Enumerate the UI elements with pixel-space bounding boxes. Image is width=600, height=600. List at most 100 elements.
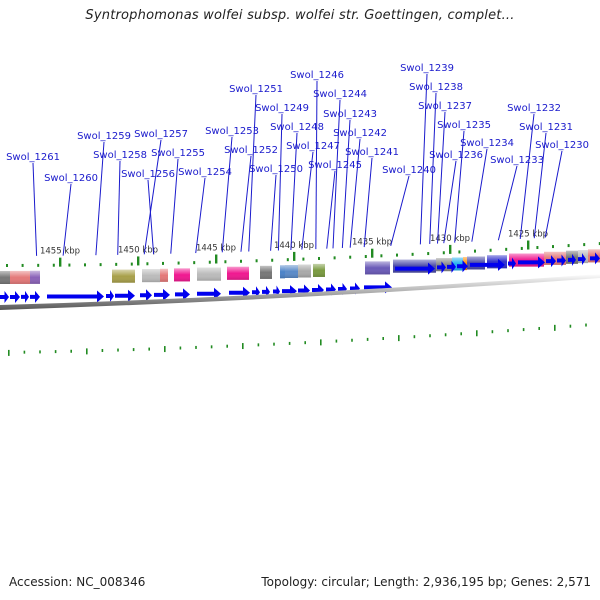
gene-leader-line — [429, 92, 437, 244]
gene-label[interactable]: Swol_1232 — [507, 103, 561, 114]
gene-leader-line — [519, 113, 535, 240]
gene-label[interactable]: Swol_1252 — [224, 145, 278, 156]
cog-block-shine — [30, 270, 40, 284]
gene-leader-line — [117, 160, 121, 255]
gene-label[interactable]: Swol_1248 — [270, 122, 324, 133]
gene-leader-line — [195, 177, 206, 254]
gene-label[interactable]: Swol_1246 — [290, 70, 344, 81]
inner-tick — [195, 345, 197, 349]
gene-label[interactable]: Swol_1235 — [437, 120, 491, 131]
gene-label[interactable]: Swol_1254 — [178, 167, 232, 178]
outer-tick — [318, 256, 320, 260]
gene-label[interactable]: Swol_1259 — [77, 131, 131, 142]
kbp-scale: 1455 kbp 1450 kbp 1445 kbp 1440 kbp 1435 kbp… — [40, 230, 548, 267]
gene-leader-line — [332, 99, 341, 249]
genome-backbone — [0, 274, 600, 310]
outer-tick — [333, 256, 336, 260]
outer-tick — [146, 262, 149, 266]
kbp-label: 1445 kbp — [196, 244, 236, 254]
gene-leader-line — [277, 113, 283, 251]
cog-block-shine — [160, 268, 168, 282]
gene-arrow — [47, 290, 104, 303]
gene-leader-line — [443, 160, 457, 244]
outer-tick — [567, 244, 570, 248]
inner-tick — [164, 346, 166, 353]
gene-arrow — [175, 288, 190, 301]
inner-tick — [351, 338, 353, 342]
outer-tick — [52, 263, 55, 267]
outer-tick — [286, 258, 289, 262]
gene-leader-line — [497, 165, 518, 241]
gene-label[interactable]: Swol_1241 — [345, 147, 399, 158]
gene-label[interactable]: Swol_1253 — [205, 126, 259, 137]
gene-leader-line — [62, 183, 72, 256]
gene-label[interactable]: Swol_1231 — [519, 122, 573, 133]
gene-arrow — [457, 260, 468, 273]
inner-tick — [226, 344, 228, 348]
outer-tick — [458, 250, 461, 254]
inner-tick — [460, 332, 462, 336]
gene-label[interactable]: Swol_1251 — [229, 84, 283, 95]
outer-tick — [411, 252, 414, 256]
outer-tick — [224, 260, 227, 264]
gene-leader-line — [270, 174, 277, 251]
inner-tick — [476, 330, 478, 337]
outer-tick — [162, 261, 164, 265]
gene-label[interactable]: Swol_1233 — [490, 155, 544, 166]
outer-tick — [302, 257, 305, 261]
kbp-label: 1455 kbp — [40, 247, 80, 257]
outer-tick — [6, 263, 8, 267]
gene-label[interactable]: Swol_1243 — [323, 109, 377, 120]
cog-block-shine — [0, 270, 10, 284]
outer-tick — [68, 263, 71, 267]
gene-label[interactable]: Swol_1257 — [134, 129, 188, 140]
outer-tick — [520, 246, 523, 250]
gene-label[interactable]: Swol_1244 — [313, 89, 367, 100]
gene-leader-line — [454, 130, 465, 243]
gene-label[interactable]: Swol_1239 — [400, 63, 454, 74]
inner-tick — [538, 326, 540, 330]
gene-arrow — [568, 253, 576, 266]
cog-block-shine — [227, 266, 249, 280]
gene-label[interactable]: Swol_1258 — [93, 150, 147, 161]
inner-tick — [86, 348, 88, 355]
gene-arrow — [21, 290, 29, 303]
outer-tick — [598, 242, 600, 246]
gene-label[interactable]: Swol_1260 — [44, 173, 98, 184]
gene-label[interactable]: Swol_1250 — [249, 164, 303, 175]
gene-label[interactable]: Swol_1249 — [255, 103, 309, 114]
gene-label[interactable]: Swol_1242 — [333, 128, 387, 139]
gene-leader-line — [170, 158, 179, 254]
gene-label[interactable]: Swol_1240 — [382, 165, 436, 176]
inner-tick — [101, 348, 104, 352]
inner-tick — [335, 339, 338, 343]
gene-leader-line — [143, 139, 162, 255]
gene-label[interactable]: Swol_1230 — [535, 140, 589, 151]
outer-tick — [240, 259, 242, 263]
gene-label[interactable]: Swol_1247 — [286, 141, 340, 152]
outer-tick-ring — [6, 242, 600, 267]
gene-label[interactable]: Swol_1245 — [308, 160, 362, 171]
inner-tick — [382, 337, 384, 341]
outer-tick — [130, 262, 133, 266]
gene-arrow — [197, 287, 221, 300]
gene-arrow — [546, 255, 556, 268]
gene-leader-line — [147, 179, 155, 255]
inner-tick — [585, 323, 587, 327]
gene-label[interactable]: Swol_1261 — [6, 152, 60, 163]
gene-arrow — [437, 261, 446, 274]
gene-label[interactable]: Swol_1238 — [409, 82, 463, 93]
inner-tick — [257, 343, 260, 347]
gene-label[interactable]: Swol_1255 — [151, 148, 205, 159]
cog-block-shine — [174, 268, 190, 282]
kbp-tick — [137, 256, 140, 266]
outer-tick — [536, 246, 539, 250]
gene-arrow-track-forward — [395, 252, 600, 275]
gene-label[interactable]: Swol_1234 — [460, 138, 514, 149]
gene-label[interactable]: Swol_1236 — [429, 150, 483, 161]
gene-leader-line — [290, 132, 298, 251]
gene-label[interactable]: Swol_1237 — [418, 101, 472, 112]
gene-leader-line — [437, 111, 446, 244]
gene-label[interactable]: Swol_1256 — [121, 169, 175, 180]
